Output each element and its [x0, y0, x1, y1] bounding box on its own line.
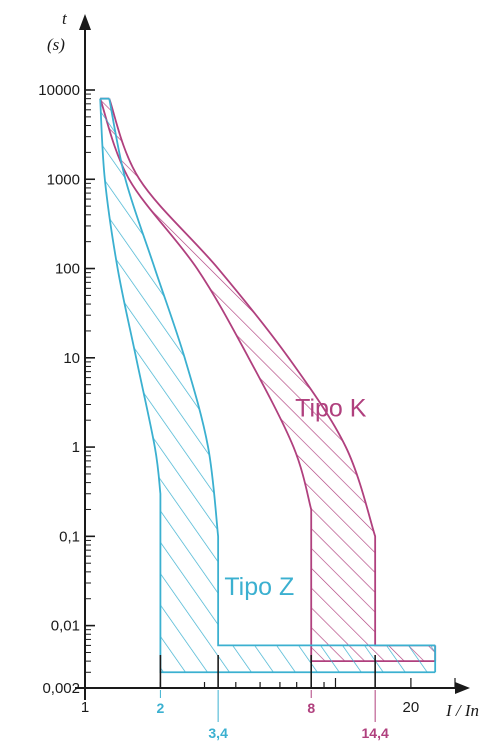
tipo-k-upper-curve [108, 98, 436, 647]
x-axis-arrow [455, 682, 470, 694]
tipo-k-band [100, 98, 436, 662]
x-tick-label: 1 [81, 699, 89, 716]
x-tick-label: 20 [403, 699, 420, 716]
tipo-k-label: Tipo K [295, 395, 367, 423]
y-axis-unit: (s) [47, 35, 65, 54]
y-tick-label: 1 [72, 439, 80, 456]
y-tick-label: 100 [55, 261, 80, 278]
y-tick-label: 10000 [38, 82, 80, 99]
tipo-z-label: Tipo Z [224, 573, 294, 601]
y-tick-label: 0,002 [42, 680, 80, 697]
x-axis-label: I / In [445, 701, 479, 720]
x-mark-label: 2 [157, 700, 165, 716]
tipo-z-band [100, 98, 436, 673]
y-tick-label: 0,01 [51, 618, 80, 635]
x-mark-label: 3,4 [208, 725, 228, 741]
tipo-k-lower-curve [99, 98, 436, 663]
x-mark-label: 8 [307, 700, 315, 716]
y-axis-arrow [79, 14, 91, 30]
y-tick-label: 0,1 [59, 528, 80, 545]
x-mark-label: 14,4 [362, 725, 389, 741]
y-tick-label: 10 [63, 350, 80, 367]
tipo-z-upper-curve [108, 98, 436, 647]
y-tick-label: 1000 [47, 171, 80, 188]
tipo-z-lower-curve [99, 98, 436, 674]
y-axis-label: t [62, 9, 68, 28]
